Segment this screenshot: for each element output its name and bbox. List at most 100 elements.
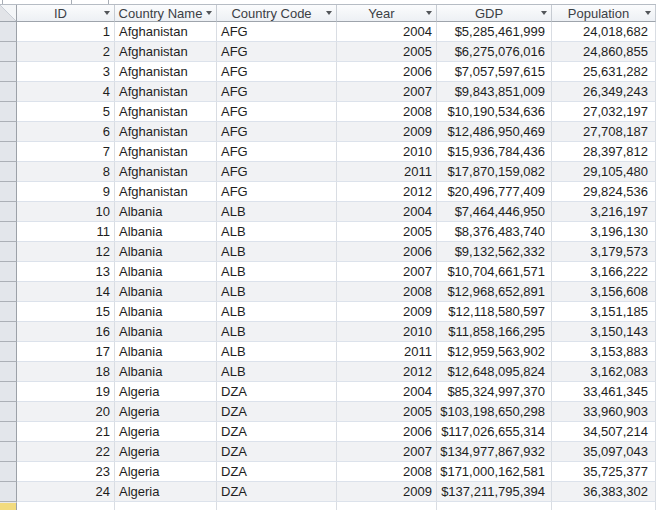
filter-dropdown-icon[interactable]: [541, 11, 547, 15]
cell-population[interactable]: 29,824,536: [552, 182, 656, 202]
cell-country_code[interactable]: ALB: [217, 222, 337, 242]
cell-gdp[interactable]: $6,275,076,016: [437, 42, 552, 62]
cell-gdp[interactable]: $8,376,483,740: [437, 222, 552, 242]
record-selector[interactable]: [0, 302, 17, 322]
cell-id[interactable]: 15: [17, 302, 115, 322]
cell-country_code[interactable]: AFG: [217, 162, 337, 182]
record-selector[interactable]: [0, 162, 17, 182]
record-selector[interactable]: [0, 362, 17, 382]
cell-population[interactable]: 35,725,377: [552, 462, 656, 482]
record-selector[interactable]: [0, 402, 17, 422]
cell-id[interactable]: 11: [17, 222, 115, 242]
cell-population[interactable]: 24,860,855: [552, 42, 656, 62]
column-header-population[interactable]: Population: [552, 5, 656, 22]
cell-population[interactable]: 3,166,222: [552, 262, 656, 282]
record-selector[interactable]: [0, 142, 17, 162]
cell-country_code[interactable]: ALB: [217, 362, 337, 382]
record-selector[interactable]: [0, 482, 17, 502]
cell-country_name[interactable]: Afghanistan: [115, 182, 217, 202]
filter-dropdown-icon[interactable]: [206, 11, 212, 15]
cell-gdp[interactable]: $12,968,652,891: [437, 282, 552, 302]
cell-year[interactable]: 2004: [337, 382, 437, 402]
cell-id[interactable]: 7: [17, 142, 115, 162]
cell-population[interactable]: 33,461,345: [552, 382, 656, 402]
cell-year[interactable]: 2009: [337, 302, 437, 322]
cell-gdp[interactable]: $117,026,655,314: [437, 422, 552, 442]
cell-country_code[interactable]: DZA: [217, 462, 337, 482]
cell-country_name[interactable]: Algeria: [115, 462, 217, 482]
column-header-year[interactable]: Year: [337, 5, 437, 22]
cell-gdp[interactable]: $5,285,461,999: [437, 22, 552, 42]
cell-year[interactable]: 2005: [337, 42, 437, 62]
record-selector[interactable]: [0, 462, 17, 482]
cell-country_name[interactable]: Algeria: [115, 402, 217, 422]
record-selector[interactable]: [0, 22, 17, 42]
cell-country_name[interactable]: Afghanistan: [115, 162, 217, 182]
cell-country_code[interactable]: DZA: [217, 442, 337, 462]
cell-population[interactable]: 28,397,812: [552, 142, 656, 162]
record-selector[interactable]: [0, 262, 17, 282]
cell-population[interactable]: 3,162,083: [552, 362, 656, 382]
new-record-row[interactable]: [0, 502, 656, 510]
cell-id[interactable]: 16: [17, 322, 115, 342]
cell-year[interactable]: 2007: [337, 82, 437, 102]
cell-id[interactable]: 8: [17, 162, 115, 182]
cell-gdp[interactable]: $11,858,166,295: [437, 322, 552, 342]
cell-id[interactable]: 23: [17, 462, 115, 482]
cell-population[interactable]: 3,196,130: [552, 222, 656, 242]
cell-country_code[interactable]: AFG: [217, 82, 337, 102]
cell-id[interactable]: 19: [17, 382, 115, 402]
cell-gdp[interactable]: $12,118,580,597: [437, 302, 552, 322]
cell-population[interactable]: 26,349,243: [552, 82, 656, 102]
cell-population[interactable]: 36,383,302: [552, 482, 656, 502]
cell-id[interactable]: 10: [17, 202, 115, 222]
cell-country_name[interactable]: Afghanistan: [115, 122, 217, 142]
cell-country_code[interactable]: AFG: [217, 22, 337, 42]
record-selector[interactable]: [0, 382, 17, 402]
cell-country_name[interactable]: Albania: [115, 242, 217, 262]
cell-population[interactable]: 27,708,187: [552, 122, 656, 142]
cell-country_name[interactable]: Albania: [115, 322, 217, 342]
cell-gdp[interactable]: $17,870,159,082: [437, 162, 552, 182]
cell-gdp[interactable]: $103,198,650,298: [437, 402, 552, 422]
cell-year[interactable]: 2006: [337, 62, 437, 82]
cell-gdp[interactable]: $134,977,867,932: [437, 442, 552, 462]
record-selector[interactable]: [0, 342, 17, 362]
cell-year[interactable]: 2012: [337, 182, 437, 202]
record-selector[interactable]: [0, 62, 17, 82]
cell-id[interactable]: 12: [17, 242, 115, 262]
cell-id[interactable]: 21: [17, 422, 115, 442]
cell-year[interactable]: 2012: [337, 362, 437, 382]
cell-year[interactable]: 2005: [337, 222, 437, 242]
cell-country_code[interactable]: DZA: [217, 422, 337, 442]
record-selector[interactable]: [0, 422, 17, 442]
record-selector[interactable]: [0, 282, 17, 302]
cell-country_code[interactable]: AFG: [217, 102, 337, 122]
cell-country_code[interactable]: AFG: [217, 42, 337, 62]
record-selector[interactable]: [0, 82, 17, 102]
cell-year[interactable]: 2004: [337, 22, 437, 42]
cell-id[interactable]: 9: [17, 182, 115, 202]
cell-population[interactable]: 29,105,480: [552, 162, 656, 182]
cell-gdp[interactable]: $9,843,851,009: [437, 82, 552, 102]
cell-population[interactable]: 3,153,883: [552, 342, 656, 362]
cell-population[interactable]: 35,097,043: [552, 442, 656, 462]
cell-country_code[interactable]: ALB: [217, 302, 337, 322]
cell-population[interactable]: 25,631,282: [552, 62, 656, 82]
cell-id[interactable]: [17, 502, 115, 510]
cell-id[interactable]: 3: [17, 62, 115, 82]
cell-population[interactable]: [552, 502, 656, 510]
cell-country_code[interactable]: DZA: [217, 482, 337, 502]
cell-country_code[interactable]: DZA: [217, 382, 337, 402]
cell-gdp[interactable]: $10,190,534,636: [437, 102, 552, 122]
cell-id[interactable]: 6: [17, 122, 115, 142]
cell-gdp[interactable]: $171,000,162,581: [437, 462, 552, 482]
cell-year[interactable]: 2007: [337, 442, 437, 462]
cell-year[interactable]: 2007: [337, 262, 437, 282]
cell-year[interactable]: 2009: [337, 122, 437, 142]
cell-year[interactable]: 2011: [337, 162, 437, 182]
cell-gdp[interactable]: $12,648,095,824: [437, 362, 552, 382]
cell-gdp[interactable]: $137,211,795,394: [437, 482, 552, 502]
cell-gdp[interactable]: $85,324,997,370: [437, 382, 552, 402]
cell-year[interactable]: [337, 502, 437, 510]
